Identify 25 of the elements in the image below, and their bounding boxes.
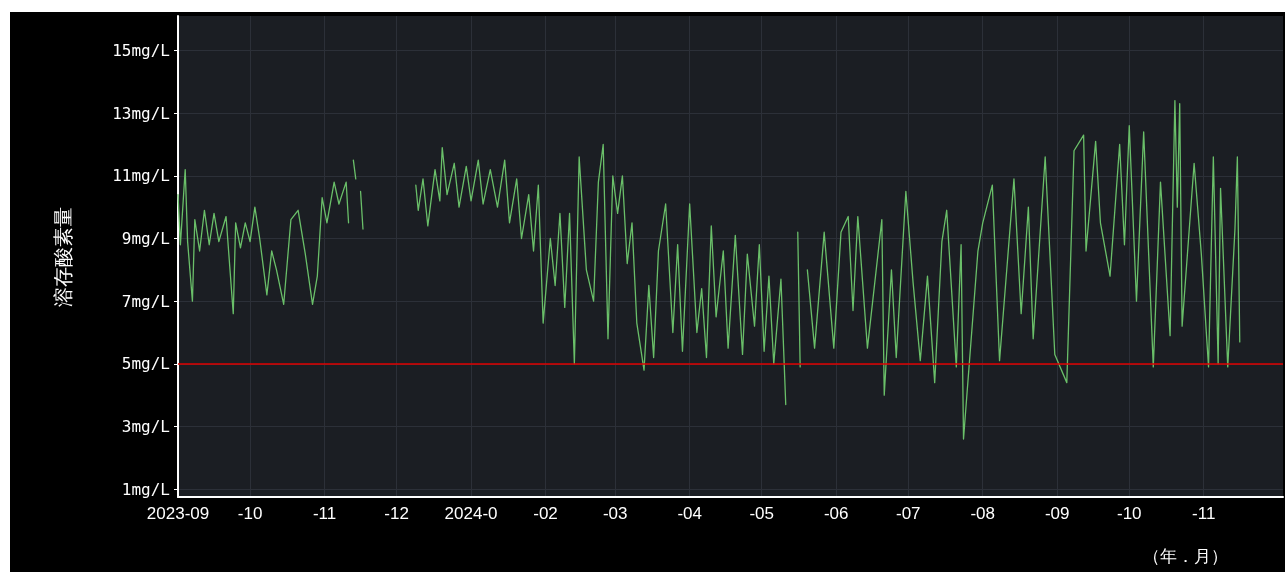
y-tick-label: 15mg/L — [112, 40, 170, 60]
y-tick-label: 9mg/L — [121, 228, 170, 248]
y-axis-title: 溶存酸素量 — [51, 206, 75, 307]
x-tick-label: -09 — [1044, 504, 1070, 523]
y-tick-label: 1mg/L — [121, 479, 170, 499]
y-tick-label: 11mg/L — [112, 166, 170, 186]
x-tick-label: -06 — [823, 504, 849, 523]
y-tick-label: 7mg/L — [121, 291, 170, 311]
y-tick-label: 5mg/L — [121, 354, 170, 374]
x-tick-label: -07 — [895, 504, 921, 523]
x-tick-label: -05 — [749, 504, 775, 523]
x-tick-label: 2023-09 — [146, 504, 210, 523]
x-tick-label: -03 — [602, 504, 628, 523]
x-tick-label: -04 — [677, 504, 702, 523]
y-tick-label: 13mg/L — [112, 103, 170, 123]
x-tick-label: 2024-0 — [444, 504, 498, 523]
y-tick-label: 3mg/L — [121, 417, 170, 436]
x-tick-label: -10 — [1116, 504, 1142, 523]
x-tick-label: -10 — [237, 504, 263, 523]
x-tick-label: -02 — [533, 504, 558, 523]
x-tick-label: -11 — [312, 504, 337, 523]
x-axis-title: （年．月） — [1143, 545, 1228, 566]
x-tick-label: -12 — [384, 504, 409, 523]
x-tick-label: -11 — [1192, 504, 1216, 523]
x-tick-label: -08 — [970, 504, 996, 523]
